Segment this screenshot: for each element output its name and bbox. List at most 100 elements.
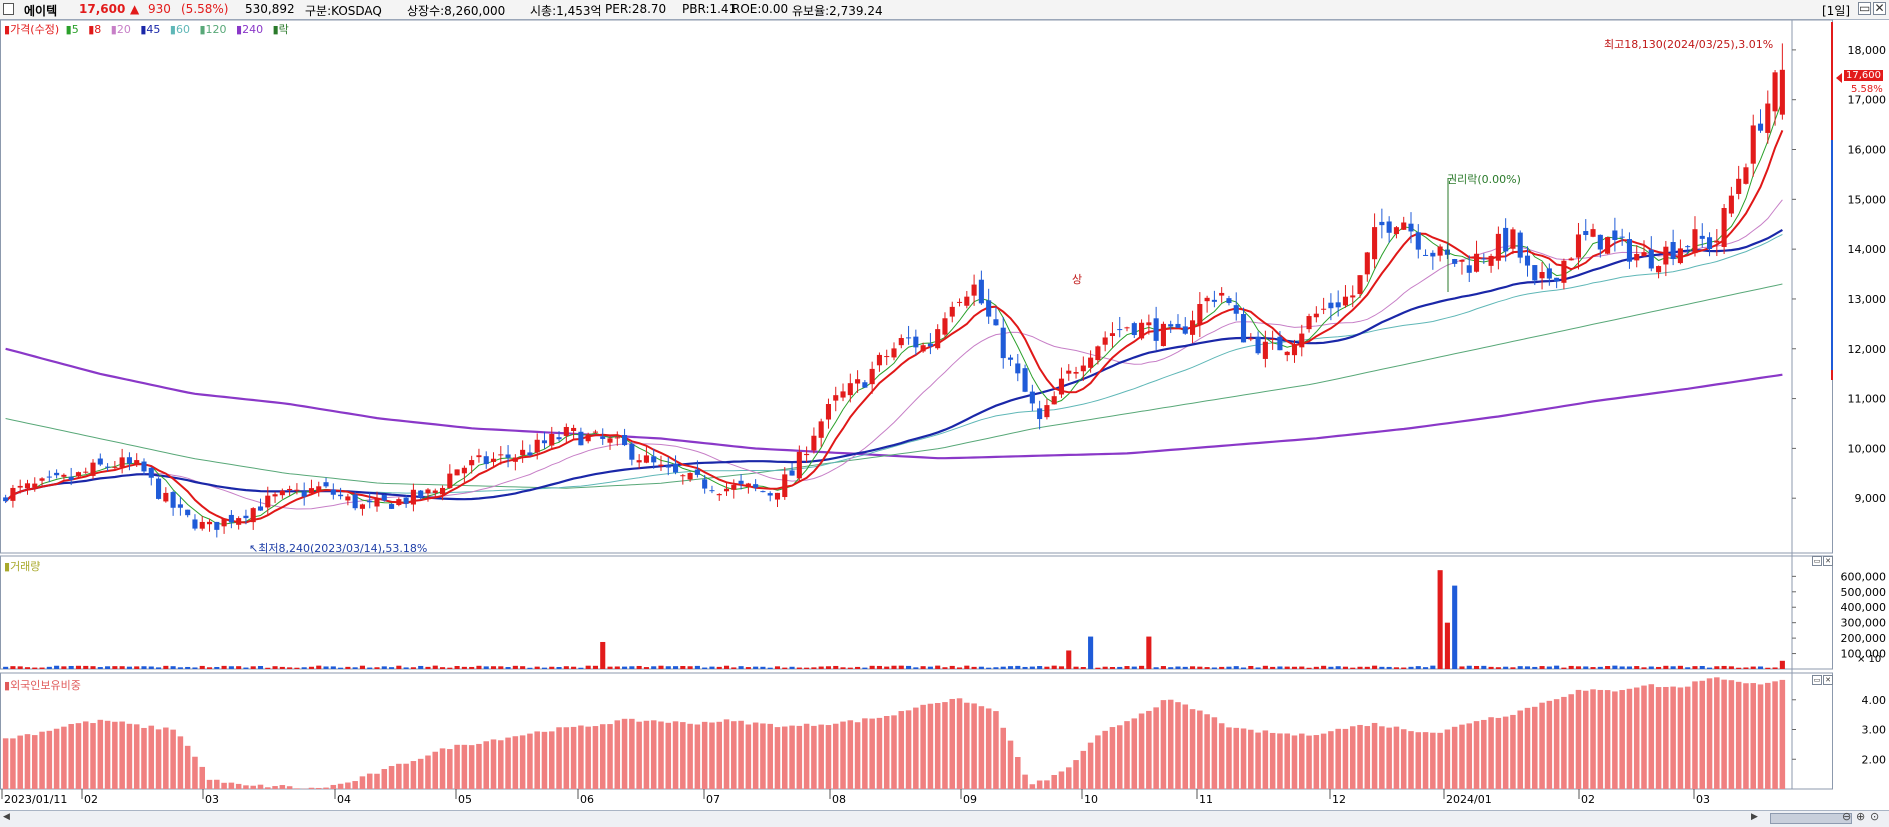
foreign-bar bbox=[403, 764, 409, 789]
x-axis-label: 2024/01 bbox=[1446, 793, 1492, 806]
zoom-in-icon[interactable]: ⊕ bbox=[1856, 812, 1866, 822]
candle-body bbox=[156, 479, 161, 499]
foreign-bar bbox=[971, 703, 977, 789]
candle-body bbox=[1569, 258, 1574, 260]
foreign-bar bbox=[615, 720, 621, 789]
foreign-bar bbox=[1758, 684, 1764, 789]
foreign-bar bbox=[345, 783, 351, 789]
candle-body bbox=[1743, 167, 1748, 184]
foreign-bar bbox=[513, 736, 519, 789]
candle-body bbox=[1226, 298, 1231, 303]
candle-body bbox=[891, 348, 896, 357]
foreign-bar bbox=[1175, 702, 1181, 789]
volume-bar bbox=[979, 667, 984, 669]
candle-body bbox=[1234, 305, 1239, 314]
candle-body bbox=[586, 435, 591, 442]
candle-body bbox=[855, 379, 860, 383]
foreign-bar bbox=[1627, 689, 1633, 789]
volume-bar bbox=[309, 667, 314, 669]
volume-bar bbox=[622, 667, 627, 669]
foreign-bar bbox=[1139, 713, 1145, 789]
foreign-bar bbox=[709, 723, 715, 789]
volume-bar bbox=[833, 666, 838, 669]
candle-body bbox=[47, 477, 52, 478]
candle-body bbox=[549, 434, 554, 446]
foreign-bar bbox=[1590, 689, 1596, 789]
foreign-bar bbox=[389, 766, 395, 789]
foreign-bar bbox=[1699, 681, 1705, 789]
volume-bar bbox=[549, 667, 554, 669]
panel-close-icon[interactable]: ✕ bbox=[1823, 556, 1833, 566]
volume-bar bbox=[367, 668, 372, 669]
foreign-bar bbox=[1124, 721, 1130, 789]
foreign-bar bbox=[593, 726, 599, 789]
foreign-bar bbox=[724, 719, 730, 789]
zoom-reset-icon[interactable]: ⊙ bbox=[1870, 812, 1880, 822]
volume-bar bbox=[571, 667, 576, 669]
scroll-thumb[interactable] bbox=[1770, 813, 1852, 824]
candle-body bbox=[207, 522, 212, 524]
foreign-bar bbox=[360, 776, 366, 789]
x-axis-label: 07 bbox=[706, 793, 720, 806]
bottom-scrollbar[interactable] bbox=[0, 810, 1889, 827]
candle-body bbox=[1678, 248, 1683, 263]
foreign-bar bbox=[1044, 780, 1050, 789]
foreign-bar bbox=[1517, 711, 1523, 789]
volume-bar bbox=[476, 666, 481, 669]
panel-restore-icon[interactable]: ▭ bbox=[1812, 556, 1822, 566]
volume-bar bbox=[200, 666, 205, 669]
volume-bar bbox=[782, 668, 787, 669]
candle-body bbox=[1751, 125, 1756, 163]
foreign-bar bbox=[68, 724, 74, 789]
volume-bar bbox=[877, 666, 882, 669]
candle-body bbox=[1241, 314, 1246, 342]
candle-body bbox=[1416, 232, 1421, 249]
candle-body bbox=[673, 464, 678, 473]
candle-body bbox=[98, 459, 103, 465]
candle-body bbox=[629, 444, 634, 460]
scroll-right-icon[interactable]: ▶ bbox=[1751, 812, 1761, 822]
price-y-tick-label: 17,000 bbox=[1848, 94, 1887, 107]
candle-body bbox=[1205, 298, 1210, 301]
foreign-bar bbox=[90, 723, 96, 789]
volume-bar bbox=[1496, 667, 1501, 669]
volume-bar bbox=[1095, 668, 1100, 669]
candle-body bbox=[1117, 329, 1122, 330]
candle-body bbox=[1430, 253, 1435, 257]
foreign-bar bbox=[520, 735, 526, 789]
zoom-out-icon[interactable]: ⊖ bbox=[1842, 812, 1852, 822]
candle-body bbox=[222, 519, 227, 526]
foreign-bar bbox=[1102, 731, 1108, 789]
volume-bar bbox=[273, 666, 278, 669]
candle-body bbox=[506, 454, 511, 457]
volume-bar bbox=[1634, 666, 1639, 669]
candle-body bbox=[1365, 252, 1370, 274]
candle-body bbox=[360, 504, 365, 508]
volume-legend[interactable]: ▮거래량 bbox=[4, 558, 43, 574]
candle-body bbox=[1132, 323, 1137, 335]
candle-body bbox=[1532, 265, 1537, 280]
scroll-left-icon[interactable]: ◀ bbox=[3, 812, 13, 822]
foreign-bar bbox=[1685, 687, 1691, 789]
foreign-legend[interactable]: ▮외국인보유비중 bbox=[4, 677, 84, 693]
panel2-restore-icon[interactable]: ▭ bbox=[1812, 675, 1822, 685]
candle-body bbox=[1576, 234, 1581, 257]
ma120-line bbox=[6, 284, 1783, 488]
candle-body bbox=[870, 369, 875, 384]
volume-bar bbox=[1146, 637, 1151, 669]
volume-bar bbox=[1707, 668, 1712, 669]
foreign-bar bbox=[534, 731, 540, 789]
panel2-close-icon[interactable]: ✕ bbox=[1823, 675, 1833, 685]
foreign-bar bbox=[1641, 686, 1647, 789]
candle-body bbox=[389, 504, 394, 509]
foreign-bar bbox=[199, 767, 205, 789]
candle-body bbox=[593, 432, 598, 433]
volume-bar bbox=[280, 667, 285, 669]
volume-bar bbox=[1336, 666, 1341, 669]
volume-bar bbox=[855, 667, 860, 669]
x-axis-label: 09 bbox=[963, 793, 977, 806]
volume-bar bbox=[520, 666, 525, 669]
foreign-bar bbox=[32, 735, 38, 789]
volume-bar bbox=[688, 666, 693, 669]
